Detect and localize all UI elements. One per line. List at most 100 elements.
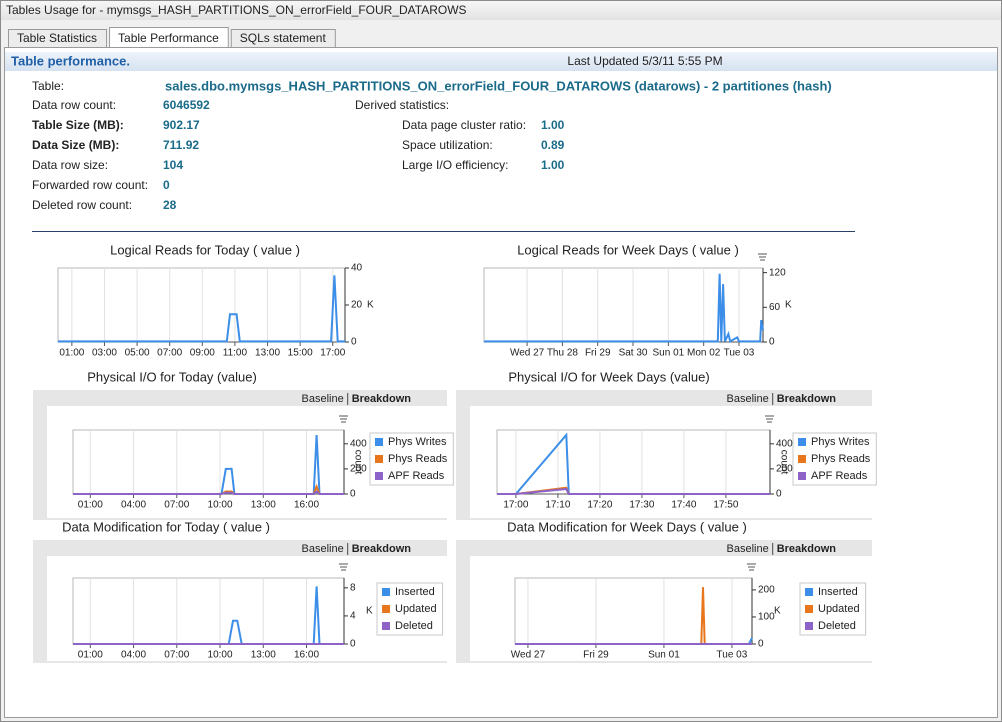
y-tick-label: 200 [350, 464, 367, 475]
stat-value: 6046592 [163, 98, 210, 112]
x-tick-label: 16:00 [294, 650, 319, 661]
chart-title: Data Modification for Today ( value ) [62, 519, 270, 534]
stat-label: Data row size: [32, 158, 108, 172]
view-option[interactable]: Baseline [302, 393, 344, 405]
x-tick-label: Fri 29 [583, 650, 609, 661]
derived-value: 1.00 [541, 158, 565, 172]
view-option[interactable]: Breakdown [352, 393, 412, 405]
header-title: Table performance. [11, 53, 130, 68]
x-tick-label: Sun 01 [653, 348, 685, 359]
y-tick-label: 0 [769, 337, 775, 348]
y-tick-label: 200 [758, 585, 775, 596]
x-tick-label: Sun 01 [648, 650, 680, 661]
x-tick-label: Sat 30 [619, 348, 648, 359]
y-axis-label: count [352, 450, 363, 475]
x-tick-label: 17:00 [320, 348, 345, 359]
x-tick-label: 01:00 [59, 348, 84, 359]
tab-bar: Table Statistics Table Performance SQLs st… [8, 27, 336, 49]
y-tick-label: 0 [350, 489, 356, 500]
x-tick-label: Fri 29 [585, 348, 611, 359]
tab-label[interactable]: Table Performance [118, 31, 219, 45]
x-tick-label: Tue 03 [724, 348, 755, 359]
plot-area [57, 267, 346, 343]
legend-label: APF Reads [811, 470, 868, 482]
derived-label: Space utilization: [402, 138, 493, 152]
chart-title: Logical Reads for Week Days ( value ) [517, 242, 739, 257]
plot-area [496, 429, 771, 495]
last-updated: Last Updated 5/3/11 5:55 PM [567, 54, 722, 68]
chart-title: Data Modification for Week Days ( value … [507, 519, 747, 534]
legend [792, 432, 877, 486]
x-tick-label: 13:00 [251, 500, 276, 511]
y-tick-label: 0 [351, 337, 357, 348]
chart-title: Logical Reads for Today ( value ) [110, 242, 300, 257]
x-tick-label: 17:40 [671, 500, 696, 511]
plot-area [483, 267, 764, 343]
view-option[interactable]: Baseline [302, 543, 344, 555]
legend-label: Phys Writes [388, 436, 447, 448]
view-option[interactable]: Baseline [727, 543, 769, 555]
legend-swatch [382, 588, 390, 596]
x-tick-label: Thu 28 [547, 348, 579, 359]
legend-label: Deleted [395, 620, 433, 632]
x-tick-label: 05:00 [125, 348, 150, 359]
x-tick-label: Wed 27 [510, 348, 545, 359]
legend [369, 432, 454, 486]
y-tick-label: 200 [776, 464, 793, 475]
x-tick-label: 17:10 [545, 500, 570, 511]
y-axis-label: K [774, 606, 781, 617]
legend-swatch [805, 622, 813, 630]
x-tick-label: 10:00 [208, 500, 233, 511]
plot-area [72, 429, 345, 495]
view-option[interactable]: Breakdown [777, 393, 837, 405]
tab-label[interactable]: Table Statistics [17, 31, 97, 45]
x-tick-label: 03:00 [92, 348, 117, 359]
x-tick-label: 07:00 [164, 650, 189, 661]
plot-area [514, 577, 753, 645]
x-tick-label: 11:00 [223, 348, 248, 359]
window-title: Tables Usage for - mymsgs_HASH_PARTITION… [6, 3, 467, 17]
stat-label: Deleted row count: [32, 198, 132, 212]
data-line [497, 487, 770, 495]
x-tick-label: 01:00 [78, 500, 103, 511]
derived-label: Data page cluster ratio: [402, 118, 526, 132]
x-tick-label: 04:00 [121, 500, 146, 511]
y-axis-label: count [778, 450, 789, 475]
stat-value: 28 [163, 198, 177, 212]
legend-label: Deleted [818, 620, 856, 632]
x-tick-label: 04:00 [121, 650, 146, 661]
y-axis-label: K [785, 300, 792, 311]
y-tick-label: 400 [350, 438, 367, 449]
chart-title: Physical I/O for Week Days (value) [508, 369, 709, 384]
derived-label: Large I/O efficiency: [402, 158, 509, 172]
y-tick-label: 60 [769, 302, 781, 313]
stat-label: Forwarded row count: [32, 178, 148, 192]
legend-swatch [805, 588, 813, 596]
view-option[interactable]: Breakdown [352, 543, 412, 555]
data-line [73, 490, 344, 495]
view-option[interactable]: Breakdown [777, 543, 837, 555]
legend-swatch [375, 438, 383, 446]
view-option[interactable]: Baseline [727, 393, 769, 405]
legend-swatch [382, 605, 390, 613]
y-tick-label: 20 [351, 300, 363, 311]
data-line [484, 273, 764, 343]
y-tick-label: 40 [351, 263, 363, 274]
legend-swatch [375, 472, 383, 480]
x-tick-label: 17:30 [629, 500, 654, 511]
y-tick-label: 400 [776, 438, 793, 449]
legend-swatch [382, 622, 390, 630]
x-tick-label: 17:20 [587, 500, 612, 511]
tab-label[interactable]: SQLs statement [240, 31, 327, 45]
x-tick-label: 17:50 [713, 500, 738, 511]
derived-label: Derived statistics: [355, 98, 449, 112]
y-tick-label: 120 [769, 267, 786, 278]
chart-title: Physical I/O for Today (value) [87, 369, 257, 384]
stat-value: 0 [163, 178, 170, 192]
derived-value: 0.89 [541, 138, 565, 152]
y-tick-label: 4 [350, 611, 356, 622]
x-tick-label: 16:00 [294, 500, 319, 511]
legend-label: Updated [818, 603, 860, 615]
y-axis-label: K [367, 300, 374, 311]
